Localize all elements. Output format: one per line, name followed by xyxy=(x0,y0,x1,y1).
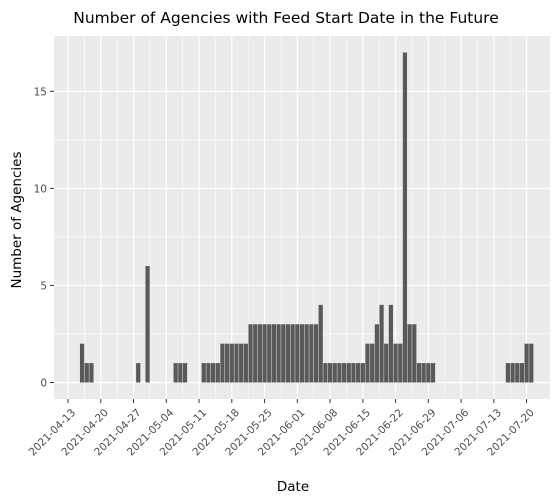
bar xyxy=(84,363,89,383)
bar xyxy=(206,363,211,383)
bar xyxy=(243,343,248,383)
bar xyxy=(225,343,230,383)
bar xyxy=(248,324,253,383)
bar xyxy=(89,363,94,383)
y-tick-label: 0 xyxy=(40,378,47,390)
bar xyxy=(510,363,515,383)
bar xyxy=(421,363,426,383)
bar xyxy=(430,363,436,383)
bar xyxy=(393,343,398,383)
bar xyxy=(407,324,412,383)
bar xyxy=(360,363,365,383)
bar xyxy=(402,52,408,383)
chart-title: Number of Agencies with Feed Start Date … xyxy=(73,9,499,27)
bar xyxy=(416,363,422,383)
y-axis-title: Number of Agencies xyxy=(9,151,25,288)
bar xyxy=(309,324,314,383)
bar xyxy=(323,363,328,383)
bar xyxy=(220,343,225,383)
bar xyxy=(505,363,510,383)
bar xyxy=(281,324,286,383)
bar xyxy=(374,324,379,383)
bar xyxy=(239,343,244,383)
bar xyxy=(346,363,351,383)
bar xyxy=(412,324,417,383)
bar xyxy=(136,363,141,383)
grid-lines xyxy=(54,36,550,399)
bar xyxy=(370,343,375,383)
bar xyxy=(318,304,323,383)
bar xyxy=(327,363,333,383)
bar xyxy=(271,324,277,383)
bar xyxy=(524,343,529,383)
bar xyxy=(351,363,356,383)
bar xyxy=(426,363,431,383)
bar xyxy=(285,324,291,383)
bar xyxy=(529,343,534,383)
y-tick-label: 10 xyxy=(34,183,47,195)
bar xyxy=(290,324,295,383)
bar xyxy=(295,324,300,383)
bar xyxy=(267,324,272,383)
bar xyxy=(79,343,85,383)
bar xyxy=(388,304,394,383)
bar xyxy=(304,324,309,383)
bar xyxy=(365,343,370,383)
x-axis-title: Date xyxy=(277,479,309,495)
bar xyxy=(379,304,384,383)
bar xyxy=(356,363,361,383)
bar xyxy=(229,343,234,383)
bar xyxy=(332,363,337,383)
bar xyxy=(257,324,262,383)
bar xyxy=(234,343,239,383)
bar xyxy=(299,324,305,383)
y-tick-label: 15 xyxy=(34,86,47,98)
bar xyxy=(313,324,319,383)
bar xyxy=(145,266,150,383)
bar xyxy=(519,363,525,383)
bar xyxy=(337,363,342,383)
bar xyxy=(201,363,206,383)
bar xyxy=(398,343,403,383)
bar xyxy=(173,363,178,383)
bar xyxy=(342,363,347,383)
bars xyxy=(79,52,534,383)
bar xyxy=(210,363,216,383)
bar xyxy=(253,324,258,383)
bar xyxy=(262,324,267,383)
bar xyxy=(182,363,188,383)
bar xyxy=(276,324,281,383)
bar xyxy=(215,363,220,383)
y-tick-label: 5 xyxy=(40,280,47,292)
bar xyxy=(178,363,183,383)
bar xyxy=(384,343,389,383)
bar xyxy=(515,363,520,383)
